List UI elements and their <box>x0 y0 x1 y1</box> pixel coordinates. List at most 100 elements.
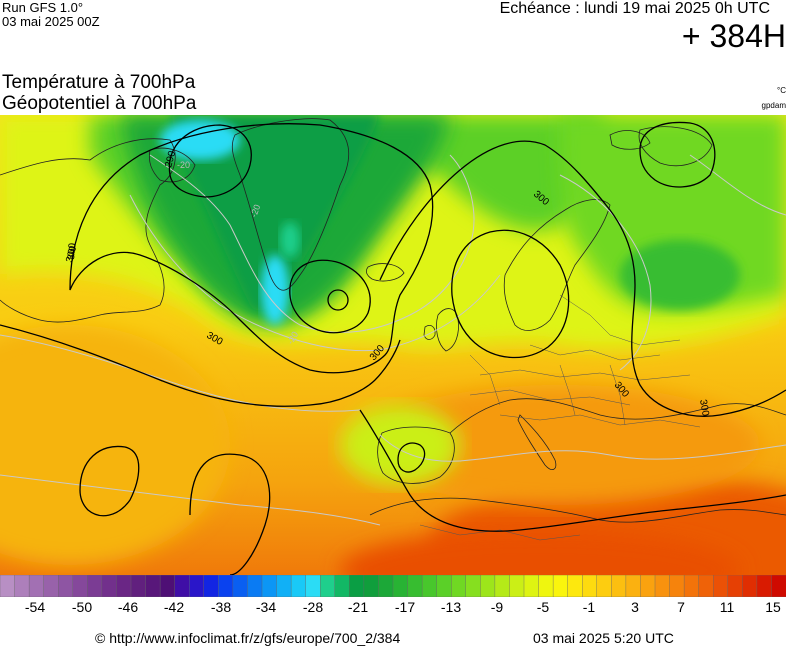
scale-swatch <box>538 575 554 597</box>
scale-tick-label: 15 <box>765 599 781 615</box>
scale-swatch <box>305 575 321 597</box>
isohypse-mediterranean <box>359 409 786 532</box>
scale-swatch <box>116 575 132 597</box>
scale-swatch <box>130 575 147 597</box>
scale-swatch <box>43 575 59 597</box>
scale-swatch <box>378 575 394 597</box>
scale-tick-label: 11 <box>719 599 735 615</box>
scale-swatch <box>552 575 569 597</box>
scale-swatch <box>159 575 176 597</box>
cold-core-greenland-south <box>261 255 289 325</box>
lead-time: + 384H <box>681 18 786 54</box>
isotherm-label-3: -20 <box>177 160 190 170</box>
isotherm-label-1: -20 <box>248 203 262 219</box>
scale-swatch <box>392 575 409 597</box>
scale-swatch <box>203 575 219 597</box>
scale-swatch <box>523 575 540 597</box>
scale-swatch <box>596 575 612 597</box>
run-model: Run GFS 1.0° <box>2 0 84 15</box>
run-time: 03 mai 2025 00Z <box>2 14 100 29</box>
scale-swatch <box>654 575 671 597</box>
map-title-temperature: Température à 700hPa <box>2 72 196 93</box>
scale-swatch <box>14 575 30 597</box>
scale-tick-label: -9 <box>490 599 504 615</box>
scale-swatch <box>567 575 583 597</box>
isohypse-northeast <box>379 140 786 417</box>
scale-swatch <box>771 575 786 597</box>
isohypse-atlantic-low <box>79 445 140 517</box>
isohypse-ridge-scandinavia <box>451 229 570 359</box>
scale-swatch <box>218 575 234 597</box>
scale-swatch <box>72 575 88 597</box>
isohypse-atlantic-high <box>189 453 271 575</box>
scale-swatch <box>698 575 714 597</box>
cold-core-greenland-mid <box>280 222 300 258</box>
scale-swatch <box>509 575 525 597</box>
scale-swatch <box>625 575 641 597</box>
scale-swatch <box>28 575 45 597</box>
isohypse-baffin <box>168 124 252 198</box>
scale-tick-label: -50 <box>71 599 93 615</box>
scale-swatch <box>421 575 438 597</box>
color-scale-bar <box>0 575 786 597</box>
scale-tick-label: -46 <box>117 599 139 615</box>
scale-tick-label: -21 <box>347 599 369 615</box>
scale-swatch <box>276 575 292 597</box>
scale-swatch <box>669 575 685 597</box>
unit-geopotential: gpdam <box>761 101 786 110</box>
scale-swatch <box>247 575 263 597</box>
cold-pool-east <box>620 240 740 310</box>
isohypse-label-6: 300 <box>697 399 711 418</box>
isohypse-low-core <box>327 289 349 311</box>
country-borders <box>419 294 701 541</box>
forecast-valid-time: Echéance : lundi 19 mai 2025 0h UTC <box>499 0 770 17</box>
scale-swatch <box>174 575 190 597</box>
scale-swatch <box>261 575 278 597</box>
scale-swatch <box>436 575 452 597</box>
scale-tick-label: -13 <box>440 599 462 615</box>
isohypse-label-1: 300 <box>64 244 79 263</box>
weather-map[interactable]: -20 -20 -20 300 300 300 300 300 300 300 … <box>0 115 786 575</box>
scale-swatch <box>611 575 627 597</box>
map-title-geopotential: Géopotentiel à 700hPa <box>2 93 197 114</box>
scale-tick-label: -5 <box>536 599 550 615</box>
scale-swatch <box>58 575 74 597</box>
scale-tick-label: -42 <box>163 599 185 615</box>
isohypse-iberia-low <box>397 442 426 473</box>
scale-swatch <box>713 575 729 597</box>
scale-swatch <box>480 575 496 597</box>
scale-swatch <box>465 575 481 597</box>
scale-swatch <box>582 575 598 597</box>
hot-zone-africa <box>340 530 740 575</box>
isohypse-low-iceland <box>289 259 371 334</box>
scale-tick-label: -38 <box>210 599 232 615</box>
isohypse-trough-atlantic <box>0 324 401 407</box>
scale-tick-label: -34 <box>255 599 277 615</box>
scale-swatch <box>451 575 467 597</box>
scale-swatch <box>683 575 700 597</box>
isotherms: -20 -20 -20 <box>0 154 786 526</box>
scale-swatch <box>0 575 16 597</box>
scale-swatch <box>349 575 365 597</box>
scale-swatch <box>640 575 656 597</box>
source-link[interactable]: © http://www.infoclimat.fr/z/gfs/europe/… <box>95 630 401 646</box>
warm-zone-iberia <box>340 405 460 485</box>
temperature-band-deepgreen <box>170 115 380 311</box>
scale-swatch <box>101 575 117 597</box>
scale-swatch <box>363 575 379 597</box>
scale-swatch <box>334 575 350 597</box>
scale-swatch <box>320 575 336 597</box>
coastlines <box>0 118 786 523</box>
isohypse-label-8: 290 <box>163 149 178 168</box>
scale-swatch <box>756 575 772 597</box>
warm-zone-mediterranean <box>360 385 760 505</box>
scale-swatch <box>87 575 103 597</box>
scale-swatch <box>232 575 248 597</box>
scale-tick-label: -17 <box>394 599 416 615</box>
scale-tick-label: 7 <box>677 599 685 615</box>
scale-swatch <box>145 575 161 597</box>
scale-swatch <box>189 575 205 597</box>
scale-tick-label: 3 <box>631 599 639 615</box>
isohypse-label-7: 300 <box>66 242 78 260</box>
generated-time: 03 mai 2025 5:20 UTC <box>533 630 674 646</box>
